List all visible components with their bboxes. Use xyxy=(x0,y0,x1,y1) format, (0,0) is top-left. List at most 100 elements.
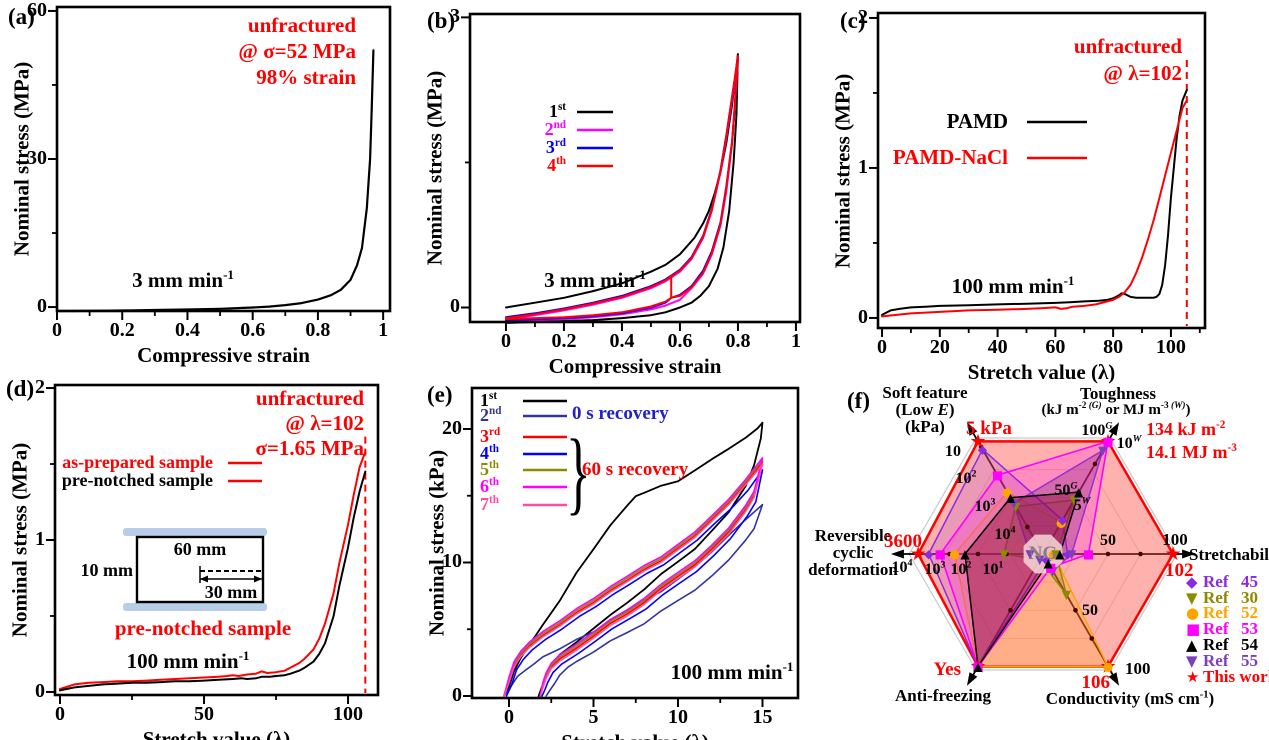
x-tick-label: 20 xyxy=(929,336,950,358)
marker-Ref 30: ▼ xyxy=(1062,588,1072,602)
axis-arrowhead-stretchability xyxy=(1182,549,1196,559)
marker-This work: ★ xyxy=(1099,656,1116,678)
series-cycle-3 xyxy=(503,461,764,697)
tick-toughness-10W: 10W xyxy=(1116,433,1142,452)
rate-note: 100 mm min-1 xyxy=(670,659,794,684)
axis-dot xyxy=(1008,607,1013,613)
y-tick-label: 0 xyxy=(452,683,462,706)
unfractured-note: unfractured @ λ=102 σ=1.65 MPa xyxy=(255,386,364,460)
panel-b: 0 0.2 0.4 0.6 0.8 1 0 3 Compressive strain Nomina… xyxy=(420,0,820,378)
axis-dot xyxy=(947,551,952,557)
plot-e xyxy=(463,386,800,707)
legend-label: PAMD-NaCl xyxy=(892,144,1008,169)
y-axis-title: Nominal stress (MPa) xyxy=(422,70,447,266)
x-axis-title: Stretch value (λ) xyxy=(561,730,709,740)
inset-width-label: 60 mm xyxy=(173,539,227,559)
legend-marker: ● xyxy=(1186,604,1200,622)
marker-This work: ★ xyxy=(1099,430,1116,452)
legend-label: PAMD xyxy=(946,108,1008,133)
value-reversible: 3600 xyxy=(884,531,922,552)
rate-note: 100 mm min-1 xyxy=(126,648,250,673)
y-axis-title: Nominal stress (kPa) xyxy=(424,449,449,637)
marker-Ref 30: ▼ xyxy=(1011,500,1021,514)
y-tick-label: 0 xyxy=(450,295,460,318)
inset-bottom-clamp xyxy=(123,603,267,611)
axis-arrowhead-toughness xyxy=(1108,422,1120,436)
marker-Ref 53: ■ xyxy=(1045,561,1056,575)
tick-stretch-50: 50 xyxy=(1100,532,1116,549)
axis-dot xyxy=(1105,551,1111,557)
panel-letter-f: (f) xyxy=(847,388,870,413)
y-tick-label: 0 xyxy=(35,679,45,702)
series-cycle-1 xyxy=(505,53,739,324)
axis-title-toughness: Toughness xyxy=(1080,384,1156,403)
y-tick-label: 0 xyxy=(37,295,47,318)
marker-Ref 52: ● xyxy=(1103,660,1113,674)
y-axis-title: Nominal stress (MPa) xyxy=(9,61,34,257)
plot-a xyxy=(48,5,392,320)
legend-ref-label: Ref xyxy=(1203,587,1229,607)
value-anti-freezing: Yes xyxy=(933,659,961,680)
marker-Ref 55: ▼ xyxy=(1025,547,1035,561)
legend-ref-label: Ref xyxy=(1203,571,1229,591)
x-tick-label: 50 xyxy=(194,703,215,725)
series-cycle-5 xyxy=(503,459,764,697)
marker-Ref 54: ▲ xyxy=(960,547,970,561)
marker-This work: ★ xyxy=(969,656,986,678)
unfractured-note: unfractured @ λ=102 xyxy=(1073,34,1182,85)
legend-label: 7th xyxy=(480,493,499,514)
legend-label: 2nd xyxy=(480,404,502,425)
series-as-prepared xyxy=(59,450,367,690)
marker-Ref 55: ▼ xyxy=(1067,547,1077,561)
legend-ref-number: 52 xyxy=(1241,602,1258,622)
legend-ref-label: Ref xyxy=(1203,618,1229,638)
axis-title-soft-feature: Soft feature (Low E) (kPa) xyxy=(882,383,968,436)
plot-frame xyxy=(876,11,1207,330)
axis-spoke-conductivity xyxy=(1042,553,1116,679)
recovery-60s-label: 60 s recovery xyxy=(582,459,689,480)
series-cycle-4 xyxy=(505,55,739,321)
legend-label: 2nd xyxy=(544,118,566,139)
marker-Ref 53: ■ xyxy=(1083,547,1094,561)
axis-title-conductivity: Conductivity (mS cm-1) xyxy=(1045,689,1215,708)
tick-soft-10000: 104 xyxy=(994,524,1016,543)
tick-toughness-100G: 100G xyxy=(1081,420,1113,439)
legend-ref-label: Ref xyxy=(1203,650,1229,670)
panel-a: 0 0.2 0.4 0.6 0.8 1 0 30 60 Compressive strain Nom… xyxy=(0,0,420,370)
legend-marker: ■ xyxy=(1186,620,1201,638)
marker-This work: ★ xyxy=(969,430,986,452)
legend-ref-number: 30 xyxy=(1241,587,1258,607)
tick-reversible-10: 101 xyxy=(982,559,1004,578)
tick-soft-10: 10 xyxy=(945,443,961,460)
tick-soft-100: 102 xyxy=(955,468,977,487)
marker-Ref 30: ▼ xyxy=(999,547,1009,561)
tick-stretch-100: 100 xyxy=(1162,530,1188,549)
x-tick-label: 0.6 xyxy=(667,330,693,352)
y-axis-title: Nominal stress (MPa) xyxy=(830,73,855,268)
axis-title-reversible: Reversible cyclic deformation xyxy=(808,526,898,579)
axis-dot xyxy=(1092,461,1098,467)
panel-c: 0 20 40 60 80 100 0 1 2 Stretch value (λ) Nominal … xyxy=(820,0,1269,384)
legend-ref-number: 53 xyxy=(1241,618,1258,638)
marker-Ref 54: ▲ xyxy=(1074,485,1084,499)
radar-series-Ref 52 xyxy=(953,491,1109,668)
x-tick-label: 1 xyxy=(790,330,801,352)
axis-dot xyxy=(994,471,1000,477)
tick-soft-1000: 103 xyxy=(974,496,996,515)
legend-label: pre-notched sample xyxy=(61,469,213,490)
axis-dot xyxy=(1076,489,1082,495)
y-tick-label: 60 xyxy=(27,0,47,21)
legend-marker: ◆ xyxy=(1186,573,1198,591)
rate-note: 3 mm min-1 xyxy=(132,267,234,292)
legend-label: 1st xyxy=(480,389,498,410)
tick-toughness-5W: 5W xyxy=(1073,495,1091,514)
marker-Ref 53: ■ xyxy=(1102,434,1113,448)
x-tick-label: 1 xyxy=(378,319,389,341)
y-tick-label: 10 xyxy=(442,550,462,573)
radar-f: ★ ★★★★★●●●●●●▼ ▼▼▼▼▼◆◆◆◆◆◆▼▼▼▼▼▼■■■■■■▲ ▲▲▲… xyxy=(890,422,1196,686)
x-tick-label: 15 xyxy=(752,706,773,728)
x-tick-label: 80 xyxy=(1103,336,1124,358)
x-axis-title: Stretch value (λ) xyxy=(142,727,291,740)
series-cycle-4 xyxy=(505,469,764,697)
legend-ref-label: Ref xyxy=(1203,634,1229,654)
